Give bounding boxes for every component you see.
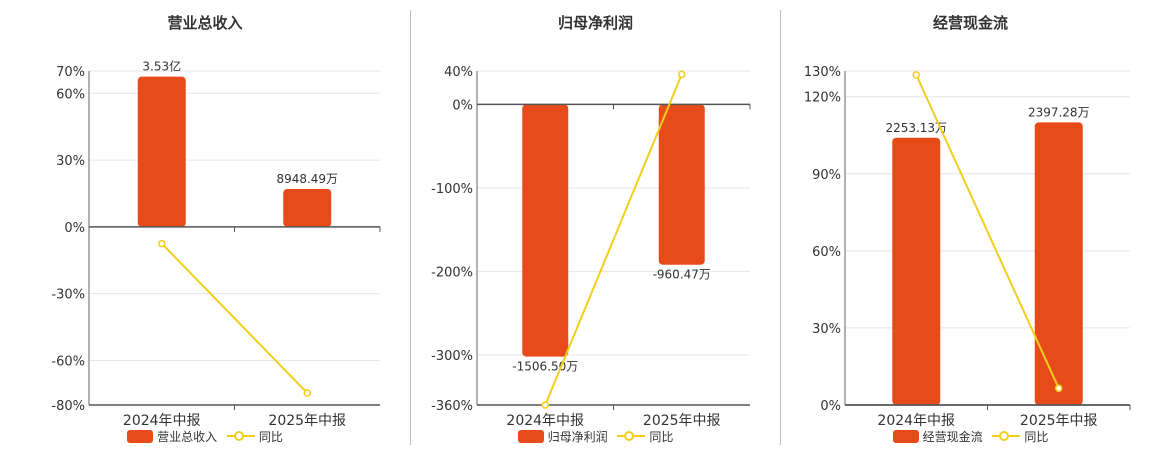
bar-data-label: 8948.49万 xyxy=(276,172,338,186)
y-tick-label: 30% xyxy=(56,154,85,169)
yoy-point xyxy=(303,389,311,397)
bar xyxy=(283,189,332,227)
x-category-label: 2024年中报 xyxy=(123,413,201,429)
x-category-label: 2025年中报 xyxy=(643,413,721,429)
chart-legend: 营业总收入 同比 xyxy=(0,428,410,445)
x-category-label: 2025年中报 xyxy=(1020,413,1098,429)
chart-title: 归母净利润 xyxy=(557,14,633,32)
legend-line-swatch xyxy=(226,430,255,443)
legend-bar-swatch xyxy=(517,430,544,443)
legend-bar-label: 归母净利润 xyxy=(547,430,608,444)
yoy-point xyxy=(158,239,166,248)
bar xyxy=(522,104,569,357)
bar xyxy=(1034,122,1083,405)
x-category-label: 2024年中报 xyxy=(877,413,955,429)
revenue-chart: 70% 60% 30% 0% -30% -60% -80% 3.53亿 8948.49万 2024… xyxy=(51,59,381,429)
chart-title: 经营现金流 xyxy=(932,14,1008,32)
bar-data-label: -960.47万 xyxy=(653,268,711,282)
y-tick-label: 0% xyxy=(820,399,841,414)
legend-bar-label: 经营现金流 xyxy=(922,430,983,444)
y-tick-label: 60% xyxy=(812,245,841,260)
legend-line-swatch xyxy=(617,430,646,443)
legend-line-entry[interactable]: 同比 xyxy=(617,428,673,445)
y-tick-label: 30% xyxy=(812,322,841,337)
x-category-label: 2024年中报 xyxy=(506,413,584,429)
net-profit-chart: 40% 0% -100% -200% -300% -360% -1506.50万 -960.4… xyxy=(431,65,751,429)
y-tick-label: -100% xyxy=(431,182,473,197)
legend-bar-entry[interactable]: 归母净利润 xyxy=(517,428,608,445)
y-tick-label: 120% xyxy=(804,91,841,106)
y-tick-label: 60% xyxy=(56,87,85,102)
yoy-point xyxy=(541,401,549,409)
cash-flow-chart: 130% 120% 90% 60% 30% 0% 2253.13万 2397.28万 2024年… xyxy=(804,65,1131,429)
bar-data-label: 2397.28万 xyxy=(1028,105,1090,119)
y-tick-label: 0% xyxy=(452,98,473,113)
legend-bar-swatch xyxy=(892,430,919,443)
bar xyxy=(892,137,941,406)
chart-title: 营业总收入 xyxy=(167,14,243,32)
legend-bar-swatch xyxy=(127,430,154,443)
panel-divider xyxy=(410,10,411,445)
y-tick-label: 130% xyxy=(804,65,841,80)
y-tick-label: -80% xyxy=(51,399,85,414)
legend-line-label: 同比 xyxy=(649,430,674,444)
y-tick-label: -30% xyxy=(51,288,85,303)
legend-bar-label: 营业总收入 xyxy=(157,430,218,444)
bar-data-label: -1506.50万 xyxy=(512,360,578,374)
yoy-point xyxy=(912,71,920,79)
y-tick-label: 40% xyxy=(444,65,473,80)
y-tick-label: -360% xyxy=(431,399,473,414)
y-tick-label: -60% xyxy=(51,354,85,369)
legend-line-swatch xyxy=(992,430,1021,443)
panel-divider xyxy=(780,10,781,445)
y-tick-label: 0% xyxy=(64,221,85,236)
bar-data-label: 3.53亿 xyxy=(142,59,181,74)
y-tick-label: -300% xyxy=(431,349,473,364)
legend-line-entry[interactable]: 同比 xyxy=(226,428,283,445)
legend-bar-entry[interactable]: 经营现金流 xyxy=(892,428,983,445)
yoy-line xyxy=(915,74,1060,389)
yoy-line xyxy=(161,242,308,394)
bar-data-label: 2253.13万 xyxy=(885,121,947,135)
bar xyxy=(137,76,186,227)
yoy-point xyxy=(678,70,686,79)
legend-line-entry[interactable]: 同比 xyxy=(992,428,1048,445)
legend-line-label: 同比 xyxy=(258,430,283,444)
y-tick-label: -200% xyxy=(431,265,473,280)
cash-flow-chart-panel: 经营现金流 130% 120% 90% 60% 30% 0% 2253.13万 2397.28… xyxy=(781,0,1160,450)
x-category-label: 2025年中报 xyxy=(268,413,346,429)
legend-line-label: 同比 xyxy=(1024,430,1049,444)
yoy-point xyxy=(1055,384,1063,393)
net-profit-chart-panel: 归母净利润 40% 0% -100% -200% -300% -360% -1506.50万… xyxy=(411,0,780,450)
revenue-chart-panel: 营业总收入 70% 60% 30% 0% -30% -60% -80% 3.53亿 8948.4… xyxy=(0,0,410,450)
yoy-line xyxy=(544,73,683,406)
y-tick-label: 70% xyxy=(56,65,85,80)
chart-legend: 经营现金流 同比 xyxy=(781,428,1160,445)
bar xyxy=(658,104,705,265)
chart-legend: 归母净利润 同比 xyxy=(411,428,780,445)
legend-bar-entry[interactable]: 营业总收入 xyxy=(127,428,217,445)
y-tick-label: 90% xyxy=(812,168,841,183)
